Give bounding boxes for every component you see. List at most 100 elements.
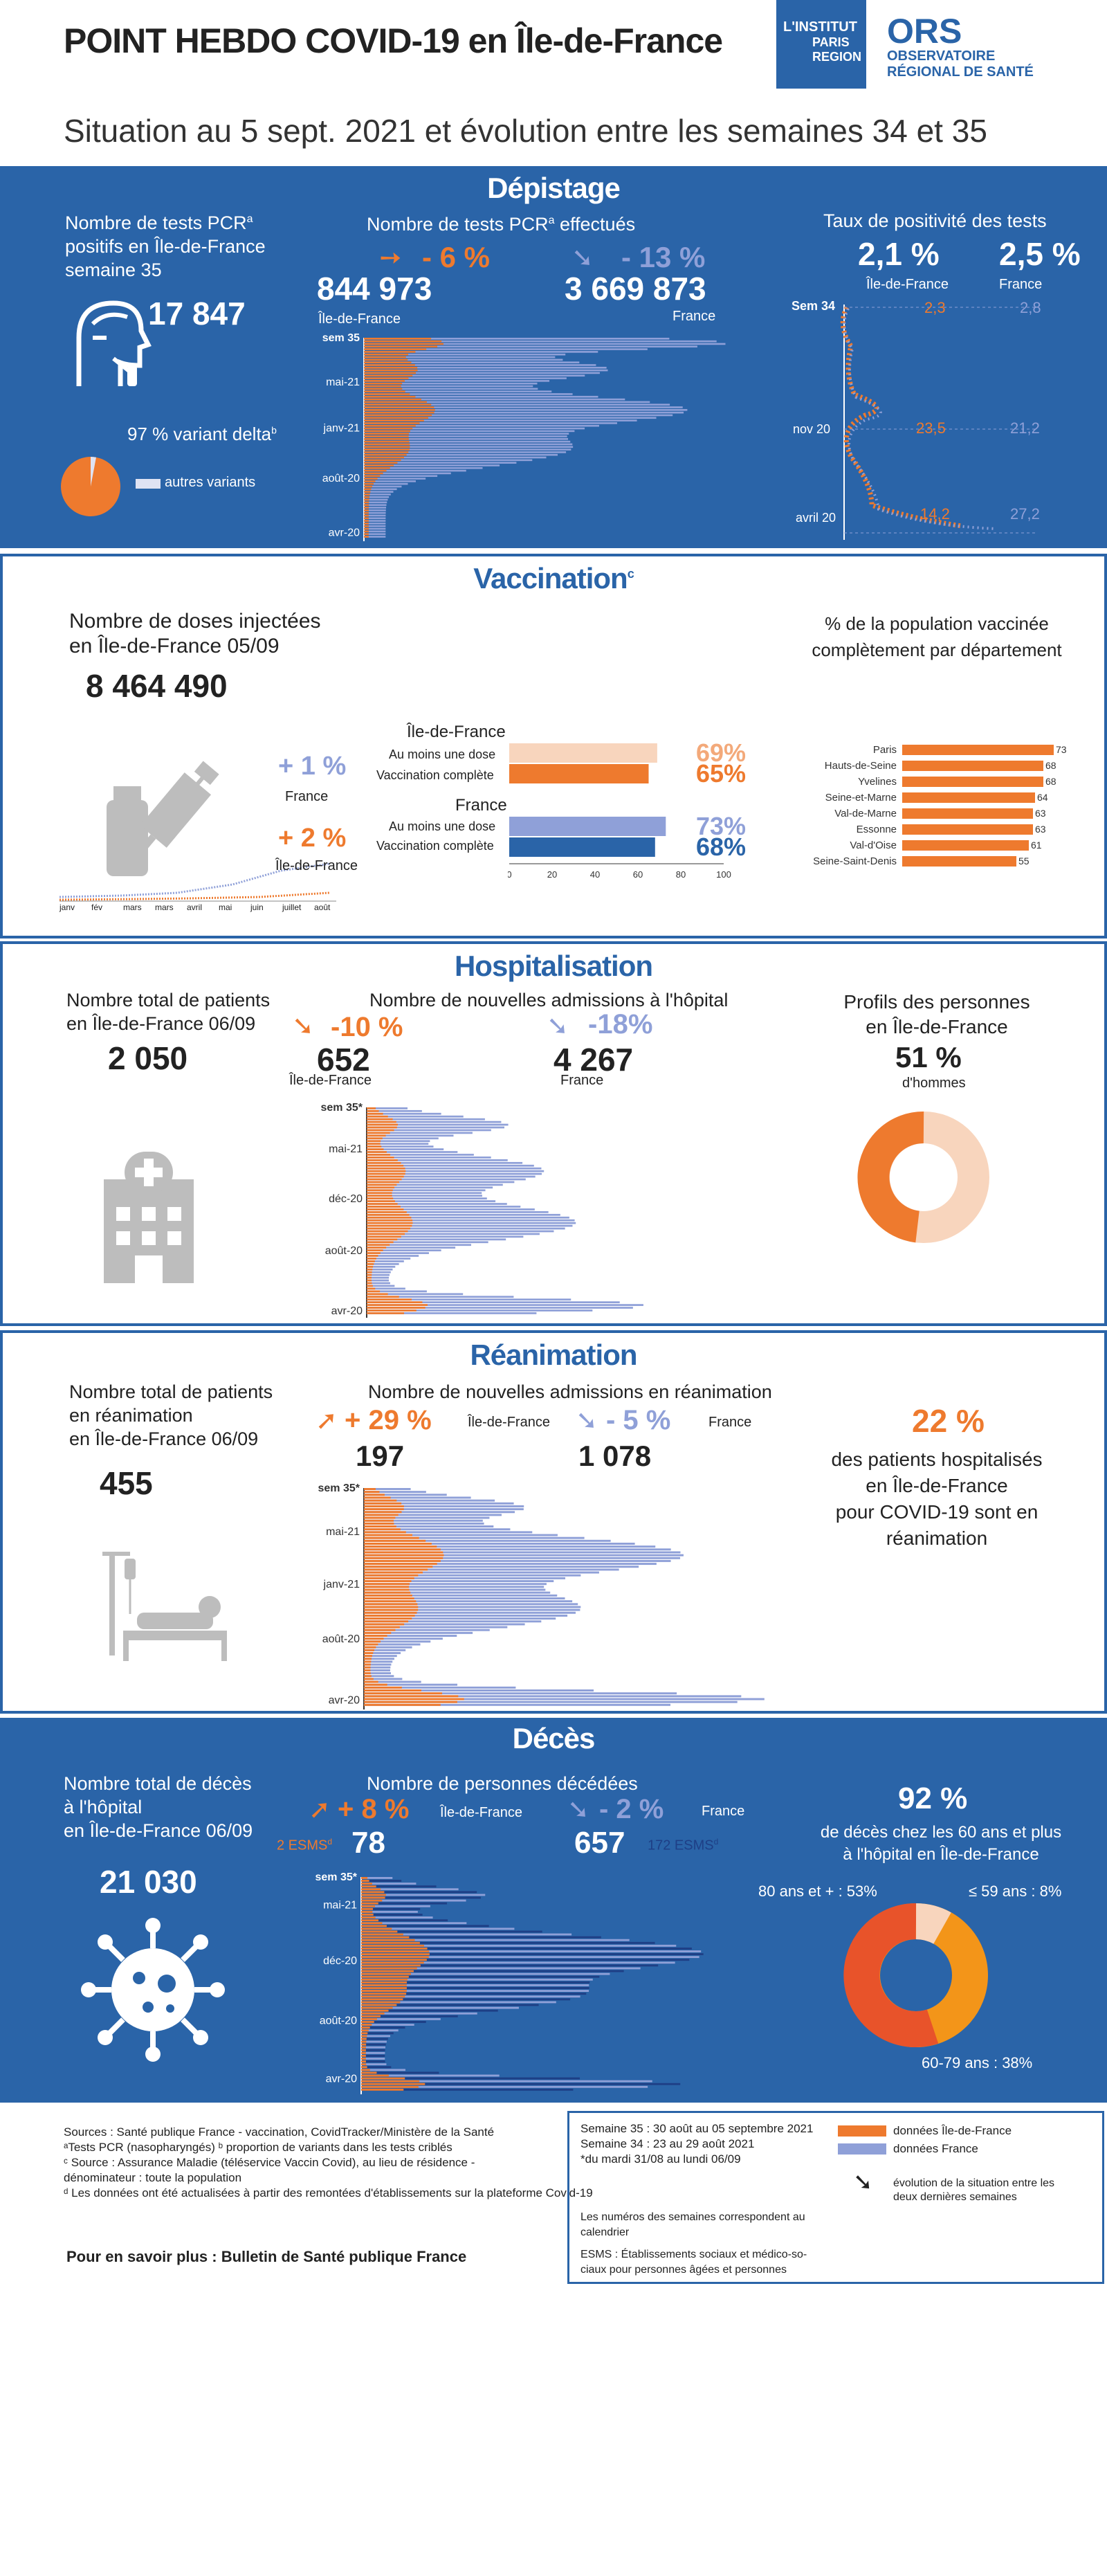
- idf-bar: [367, 1233, 405, 1235]
- idf-bar: [367, 1263, 374, 1265]
- dept-value-label: 64: [1037, 792, 1048, 803]
- positivity-val-c-fr: 27,2: [1010, 505, 1040, 523]
- more-info-link[interactable]: Pour en savoir plus : Bulletin de Santé …: [66, 2248, 467, 2265]
- idf-bar: [367, 1175, 404, 1178]
- positivity-val-a-idf: 2,3: [924, 299, 946, 316]
- france-bar: [364, 488, 397, 491]
- idf-bar: [364, 338, 432, 340]
- footer-legend-box: Semaine 35 : 30 août au 05 septembre 202…: [567, 2111, 1104, 2284]
- france-bar: [364, 1683, 458, 1686]
- idf-bar: [367, 1170, 406, 1172]
- france-bar: [367, 1296, 514, 1298]
- idf-bar: [364, 1686, 402, 1689]
- france-bar: [364, 340, 717, 343]
- idf-bar: [364, 1652, 374, 1654]
- idf-bar: [364, 345, 438, 348]
- france-bar: [364, 1663, 392, 1666]
- france-bar: [367, 1121, 502, 1123]
- idf-bar: [361, 2040, 367, 2043]
- tests-label-sup: a: [548, 215, 555, 226]
- idf-bar: [361, 2077, 405, 2080]
- france-bar: [361, 1928, 515, 1930]
- idf-bar: [361, 1998, 403, 2001]
- idf-bar: [364, 1608, 419, 1611]
- france-bar: [364, 372, 600, 374]
- y-tick-label: août-20: [320, 2015, 357, 2027]
- france-bar: [364, 482, 408, 485]
- vaccination-bar-label: 65%: [696, 759, 746, 788]
- france-bar: [364, 507, 387, 509]
- idf-bar: [361, 1891, 385, 1894]
- idf-bar: [364, 393, 410, 395]
- france-bar: [364, 1666, 391, 1669]
- france-bar: [361, 1953, 704, 1956]
- idf-bar: [367, 1246, 387, 1249]
- france-bar: [367, 1137, 439, 1140]
- france-bar: [361, 2054, 385, 2057]
- france-bar: [364, 403, 670, 406]
- age-80-label: 80 ans et + : 53%: [758, 1883, 877, 1900]
- france-bar: [361, 1995, 580, 1998]
- idf-bar: [364, 353, 409, 356]
- idf-bar: [364, 1531, 406, 1534]
- idf-bar: [364, 1508, 404, 1511]
- legend-star: *du mardi 31/08 au lundi 06/09: [580, 2152, 741, 2166]
- dept-bar: [902, 761, 1043, 771]
- idf-bar: [364, 1669, 371, 1671]
- idf-bar: [367, 1230, 408, 1233]
- y-tick-label: mai-21: [323, 1899, 357, 1911]
- idf-bar: [367, 1178, 402, 1181]
- france-tests-change: - 13 %: [621, 241, 706, 273]
- idf-bar: [364, 1488, 376, 1490]
- idf-bar: [364, 1597, 414, 1599]
- france-bar: [364, 1631, 473, 1634]
- idf-bar: [364, 511, 369, 514]
- idf-bar: [361, 1910, 373, 1913]
- france-bar: [367, 1189, 486, 1192]
- idf-bar: [364, 361, 412, 363]
- idf-bar: [361, 2083, 426, 2085]
- idf-bar: [364, 1623, 405, 1626]
- legend-sem35: Semaine 35 : 30 août au 05 septembre 202…: [580, 2122, 814, 2135]
- idf-bar: [361, 2049, 366, 2051]
- idf-bar: [364, 1568, 428, 1571]
- france-bar: [364, 1554, 684, 1557]
- idf-bar: [361, 2069, 370, 2071]
- deces-france-name: France: [702, 1804, 745, 1819]
- idf-bar: [361, 2029, 369, 2032]
- age-line-1: de décès chez les 60 ans et plus: [820, 1823, 1062, 1842]
- france-bar: [367, 1109, 422, 1112]
- vaccination-rate-chart: 69%65% 73%68% 0 20 40 60 80 100: [508, 738, 746, 880]
- france-bar: [361, 1975, 600, 1978]
- france-bar: [367, 1195, 482, 1197]
- hospitalisation-section: Hospitalisation Nombre total de patients…: [0, 941, 1107, 1326]
- france-bar: [364, 1686, 516, 1689]
- idf-bar: [367, 1276, 372, 1279]
- france-bar: [367, 1298, 571, 1301]
- france-bar: [367, 1140, 430, 1143]
- idf-bar: [361, 1975, 409, 1978]
- rea-france-change: - 5 %: [606, 1405, 671, 1435]
- month-tick-label: mars: [155, 902, 174, 912]
- idf-bar: [364, 520, 369, 522]
- france-bar: [361, 1950, 702, 1952]
- vaccination-title-text: Vaccination: [473, 562, 628, 595]
- idf-bar: [361, 1907, 374, 1910]
- france-bar: [364, 1577, 566, 1579]
- idf-bar: [361, 1919, 379, 1922]
- hosp-idf-arrow: ➘: [292, 1012, 314, 1041]
- france-bar: [361, 2074, 500, 2077]
- france-bar: [361, 1902, 448, 1905]
- dept-label: Hauts-de-Seine: [825, 760, 897, 772]
- idf-bar: [364, 401, 427, 403]
- idf-bar: [367, 1112, 383, 1115]
- france-bar: [364, 1640, 431, 1643]
- france-bar: [364, 406, 683, 408]
- vaccine-icon: [100, 752, 238, 887]
- idf-bar: [367, 1118, 393, 1121]
- idf-bar: [364, 517, 369, 520]
- france-bar: [361, 2051, 385, 2054]
- vacc-row-3: Au moins une dose: [389, 819, 496, 833]
- vaccination-bar-label: 73%: [696, 812, 746, 840]
- depistage-title: Dépistage: [487, 172, 621, 204]
